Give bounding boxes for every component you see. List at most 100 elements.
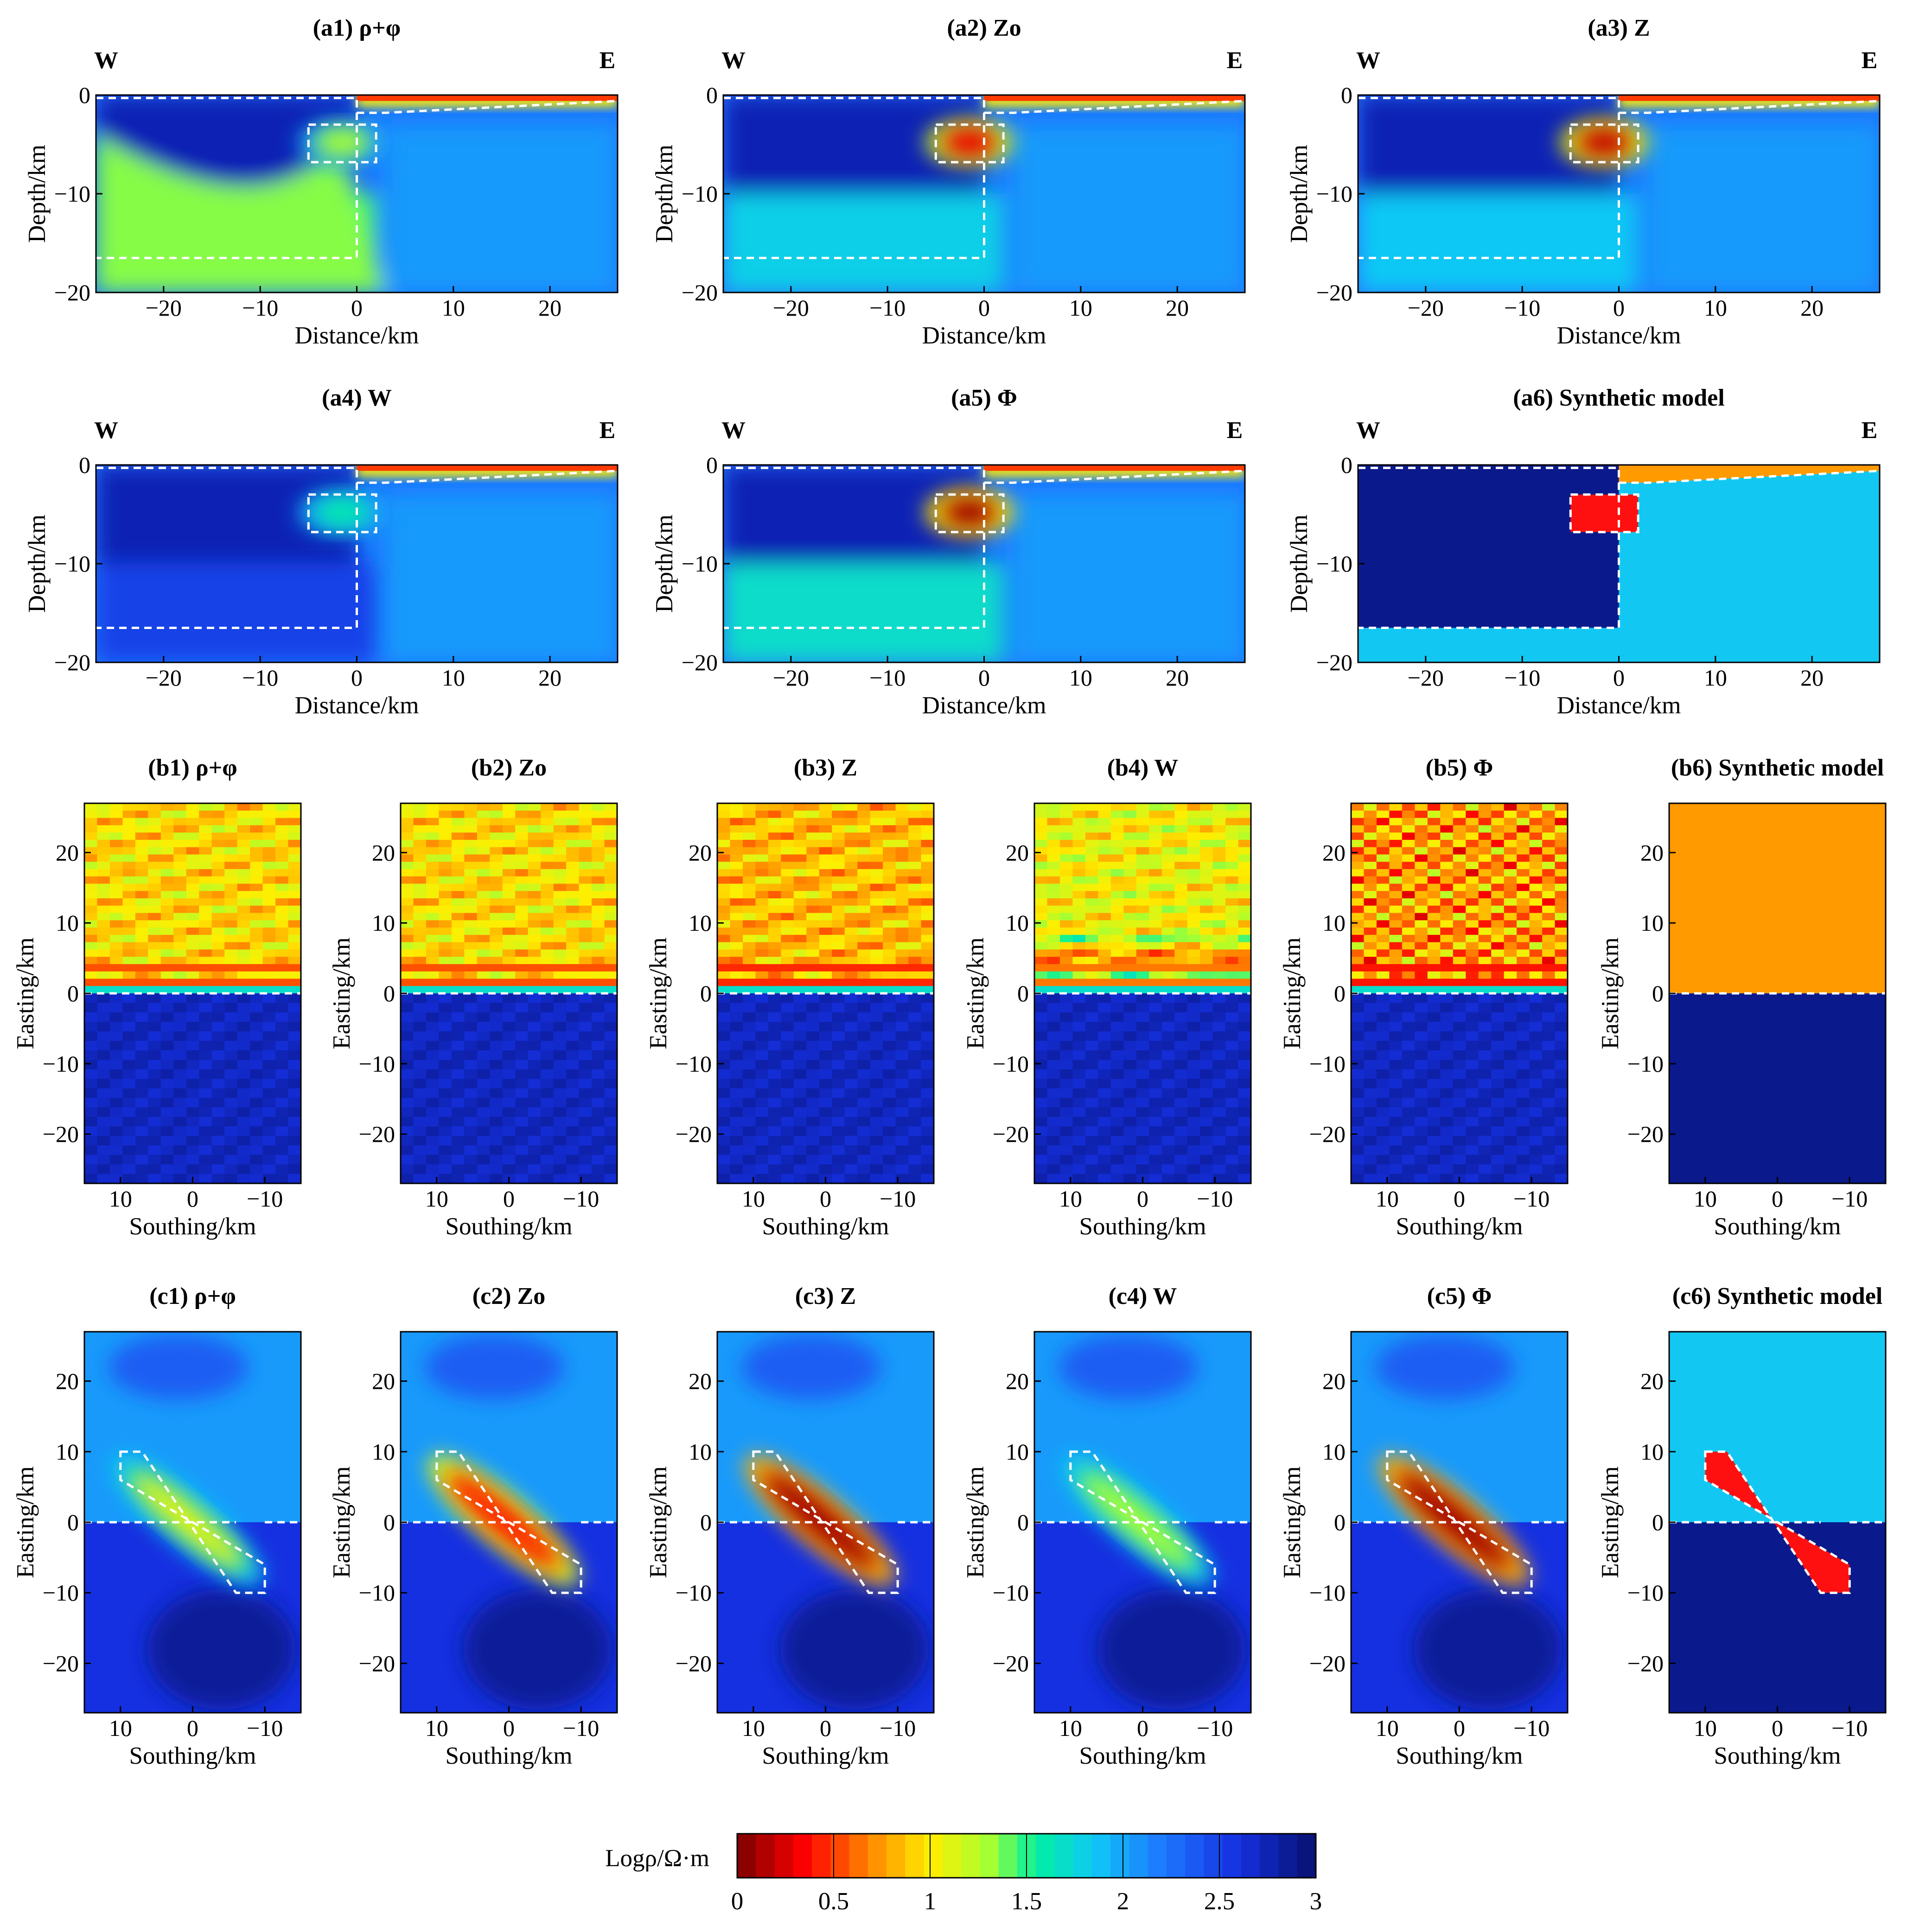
grid-cell: [413, 1022, 427, 1032]
grid-cell: [1149, 1069, 1162, 1080]
grid-cell: [832, 1003, 845, 1013]
grid-cell: [793, 1098, 807, 1108]
grid-cell: [566, 1098, 580, 1108]
grid-cell: [490, 1031, 503, 1042]
grid-cell: [1491, 986, 1505, 994]
grid-cell: [262, 1126, 276, 1137]
grid-cell: [1478, 847, 1492, 855]
grid-cell: [1491, 1145, 1505, 1156]
grid-cell: [1402, 1022, 1416, 1032]
grid-cell: [275, 1012, 289, 1023]
grid-cell: [1466, 1117, 1479, 1127]
grid-cell: [755, 1069, 769, 1080]
grid-cell: [451, 891, 465, 899]
grid-cell: [604, 1117, 617, 1127]
grid-cell: [883, 803, 896, 811]
grid-cell: [806, 1098, 820, 1108]
grid-cell: [1072, 905, 1086, 914]
grid-cell: [1110, 920, 1124, 928]
grid-cell: [793, 986, 807, 994]
grid-cell: [186, 986, 200, 994]
grid-cell: [1376, 1088, 1390, 1099]
grid-cell: [1136, 818, 1150, 826]
grid-cell: [844, 1069, 858, 1080]
grid-cell: [870, 934, 884, 943]
grid-cell: [1161, 942, 1175, 950]
grid-cell: [1415, 833, 1428, 840]
grid-cell: [1072, 986, 1086, 994]
grid-cell: [224, 949, 238, 958]
grid-cell: [768, 1107, 782, 1118]
grid-cell: [426, 876, 440, 884]
grid-cell: [717, 1164, 731, 1175]
grid-cell: [173, 825, 187, 833]
grid-cell: [275, 979, 289, 987]
grid-cell: [832, 1041, 845, 1051]
grid-cell: [97, 942, 110, 950]
grid-cell: [1478, 934, 1492, 943]
grid-cell: [451, 825, 465, 833]
grid-cell: [1491, 818, 1505, 826]
grid-cell: [883, 1164, 896, 1175]
grid-cell: [1047, 964, 1060, 972]
grid-cell: [1517, 979, 1530, 987]
grid-cell: [439, 810, 452, 819]
grid-cell: [1542, 920, 1556, 928]
grid-cell: [742, 1117, 756, 1127]
grid-cell: [515, 971, 529, 979]
x-tick-label: 10: [742, 1186, 765, 1212]
grid-cell: [1466, 1012, 1479, 1023]
grid-cell: [186, 869, 200, 877]
y-tick-label: 20: [1640, 839, 1664, 865]
grid-cell: [1504, 898, 1518, 906]
grid-cell: [844, 1174, 858, 1183]
y-tick-label: 0: [1017, 980, 1029, 1006]
grid-cell: [1389, 920, 1403, 928]
grid-cell: [477, 1003, 491, 1013]
x-tick-label: 10: [442, 665, 465, 691]
grid-cell: [895, 862, 909, 870]
grid-cell: [717, 1050, 731, 1061]
colorbar-level: [998, 1834, 1018, 1878]
grid-cell: [832, 1079, 845, 1089]
grid-cell: [97, 1098, 110, 1108]
grid-cell: [566, 905, 580, 914]
grid-cell: [1149, 818, 1162, 826]
y-tick-label: 10: [1006, 910, 1029, 936]
grid-cell: [793, 1022, 807, 1032]
grid-cell: [515, 979, 529, 987]
grid-cell: [1453, 1126, 1467, 1137]
grid-cell: [604, 920, 617, 928]
grid-cell: [592, 810, 605, 819]
grid-cell: [921, 818, 934, 826]
grid-cell: [755, 876, 769, 884]
x-tick-label: −10: [869, 295, 906, 321]
grid-cell: [1149, 854, 1162, 863]
grid-cell: [1098, 1126, 1111, 1137]
grid-cell: [895, 839, 909, 848]
grid-cell: [1555, 1145, 1568, 1156]
grid-cell: [730, 854, 743, 863]
grid-cell: [1123, 1050, 1137, 1061]
x-tick-label: 10: [1694, 1186, 1717, 1212]
grid-cell: [413, 1069, 427, 1080]
grid-cell: [1200, 1088, 1213, 1099]
grid-cell: [1212, 1174, 1226, 1183]
grid-cell: [1364, 920, 1377, 928]
grid-cell: [135, 1098, 149, 1108]
grid-cell: [413, 839, 427, 848]
grid-cell: [844, 1126, 858, 1137]
grid-cell: [1047, 979, 1060, 987]
grid-cell: [502, 869, 516, 877]
grid-cell: [755, 1117, 769, 1127]
grid-cell: [122, 1126, 136, 1137]
grid-cell: [211, 964, 225, 972]
grid-cell: [250, 1041, 263, 1051]
grid-cell: [908, 898, 922, 906]
grid-cell: [1187, 898, 1201, 906]
boundary-surface: [1619, 100, 1880, 114]
grid-cell: [1542, 1031, 1556, 1042]
boundary-anomaly: [1569, 493, 1639, 534]
x-tick-label: −20: [1408, 295, 1444, 321]
grid-cell: [160, 854, 174, 863]
